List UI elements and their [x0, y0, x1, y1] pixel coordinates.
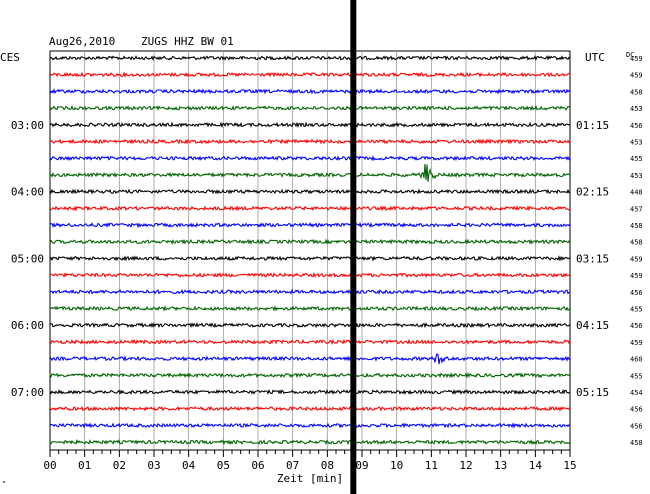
x-tick-label: 05 [217, 459, 230, 472]
dc-value: 457 [630, 205, 643, 213]
x-tick-label: 04 [182, 459, 196, 472]
corner-mark: " [2, 480, 6, 488]
dc-value: 455 [630, 306, 643, 314]
trace-line [49, 238, 571, 245]
left-time-label: 05:00 [11, 252, 44, 265]
x-tick-label: 15 [563, 459, 576, 472]
dc-value: 459 [630, 272, 643, 280]
dc-value: 459 [630, 55, 643, 63]
dc-value: 458 [630, 239, 643, 247]
header-station: ZUGS HHZ BW 01 [141, 35, 234, 48]
trace-line [49, 422, 570, 429]
time-labels: 03:00 01:15 04:00 02:15 05:00 03:15 06:00 04:15… [11, 119, 609, 399]
dc-value: 456 [630, 422, 643, 430]
header-date: Aug26,2010 [49, 35, 115, 48]
trace-line [50, 305, 571, 312]
trace-line [49, 222, 571, 229]
trace-line [49, 88, 571, 95]
trace-line [49, 188, 571, 195]
dc-value: 453 [630, 139, 643, 147]
left-time-label: 04:00 [11, 186, 44, 199]
x-axis: 00 01 02 03 04 05 06 07 08 09 10 11 12 13 14 15 [43, 450, 577, 472]
dc-value: 459 [630, 72, 643, 80]
dc-value: 455 [630, 155, 643, 163]
trace-line [49, 322, 571, 329]
trace-line [49, 405, 571, 412]
dc-value: 453 [630, 105, 643, 113]
x-tick-label: 06 [251, 459, 264, 472]
trace-line [49, 338, 571, 345]
dc-value: 459 [630, 255, 643, 263]
right-timezone-label: UTC [585, 51, 605, 64]
trace-line [49, 352, 571, 365]
trace-line [49, 155, 571, 162]
right-time-label: 01:15 [576, 119, 609, 132]
x-tick-label: 12 [459, 459, 472, 472]
x-tick-label: 03 [147, 459, 160, 472]
trace-line [49, 388, 571, 395]
left-time-label: 06:00 [11, 319, 44, 332]
dc-value: 459 [630, 339, 643, 347]
x-tick-label: 01 [78, 459, 91, 472]
x-tick-label: 02 [113, 459, 126, 472]
dc-value: 448 [630, 189, 643, 197]
dc-value: 456 [630, 289, 643, 297]
trace-line [49, 138, 571, 145]
trace-line [49, 255, 571, 262]
trace-line [49, 271, 571, 279]
trace-line [49, 121, 571, 129]
x-tick-label: 08 [321, 459, 334, 472]
right-time-label: 04:15 [576, 319, 609, 332]
trace-line [49, 55, 571, 61]
x-tick-label: 07 [286, 459, 299, 472]
minute-grid [49, 50, 571, 451]
trace-line [49, 104, 571, 112]
left-time-label: 07:00 [11, 386, 44, 399]
trace-line [49, 205, 571, 212]
dc-value: 456 [630, 322, 643, 330]
x-tick-label: 13 [494, 459, 507, 472]
dc-value: 454 [630, 389, 643, 397]
x-tick-label: 00 [43, 459, 56, 472]
dc-value: 458 [630, 88, 643, 96]
trace-line [49, 288, 571, 295]
right-time-label: 03:15 [576, 252, 609, 265]
trace-group [49, 0, 571, 494]
dc-value: 456 [630, 406, 643, 414]
dc-column-header: DC [626, 51, 634, 59]
dc-value: 460 [630, 356, 643, 364]
right-time-label: 02:15 [576, 186, 609, 199]
dc-value: 458 [630, 439, 643, 447]
dc-value: 458 [630, 222, 643, 230]
left-timezone-label: CES [0, 51, 20, 64]
dc-value-labels: 459 459 458 453 456 453 455 453 448 457 458 458 459 4… [630, 55, 643, 447]
trace-line [49, 71, 570, 78]
trace-line [49, 163, 571, 182]
x-tick-label: 11 [425, 459, 438, 472]
x-axis-label: Zeit [min] [277, 472, 343, 485]
trace-line [49, 439, 571, 446]
left-time-label: 03:00 [11, 119, 44, 132]
right-time-label: 05:15 [576, 386, 609, 399]
x-tick-label: 14 [529, 459, 543, 472]
dc-value: 455 [630, 372, 643, 380]
dc-value: 453 [630, 172, 643, 180]
trace-line [49, 372, 571, 379]
marker-bar [350, 0, 357, 494]
dc-value: 456 [630, 122, 643, 130]
x-tick-label: 10 [390, 459, 403, 472]
x-tick-label: 09 [355, 459, 368, 472]
